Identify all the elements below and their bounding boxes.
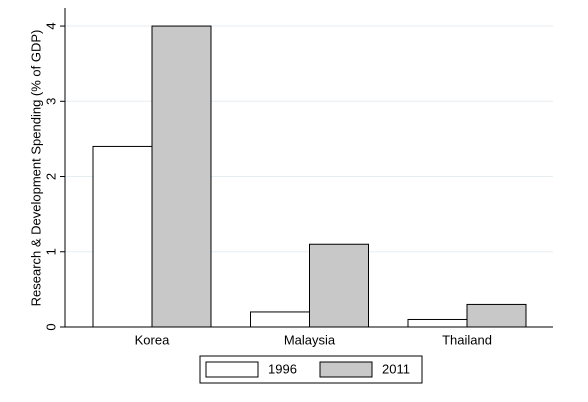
legend-swatch [319, 361, 373, 378]
bar [309, 243, 369, 328]
bar [151, 25, 212, 328]
y-tick-label: 0 [43, 323, 58, 330]
legend-label: 2011 [382, 361, 410, 376]
y-axis-label: Research & Development Spending (% of GD… [28, 30, 43, 307]
y-tick-label: 2 [43, 173, 58, 180]
bar [250, 311, 310, 328]
y-tick-label: 3 [43, 98, 58, 105]
x-tick-label: Thailand [442, 332, 492, 347]
x-tick-label: Malaysia [284, 332, 336, 347]
y-tick-label: 4 [43, 22, 58, 29]
bar [466, 303, 527, 328]
bar [407, 318, 468, 328]
bar [92, 145, 153, 328]
legend-label: 1996 [268, 361, 297, 376]
legend-swatch [205, 361, 259, 378]
x-tick-label: Korea [135, 332, 170, 347]
y-tick-label: 1 [43, 248, 58, 255]
